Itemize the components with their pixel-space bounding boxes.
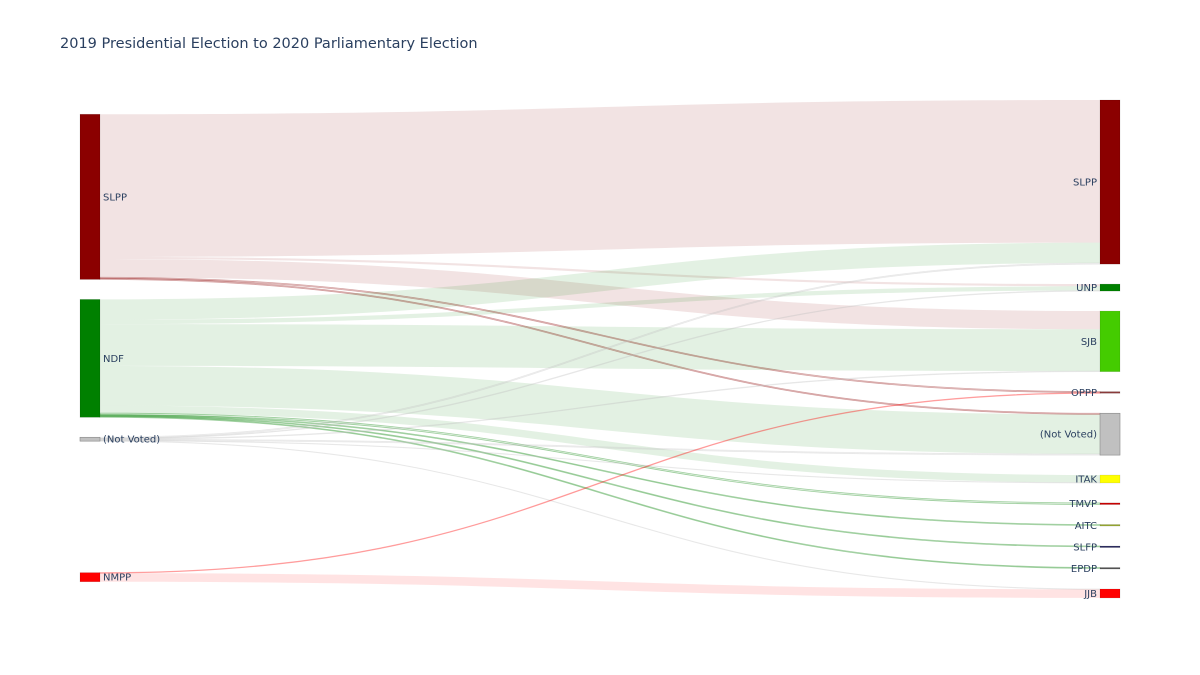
link-ndf-to-tmvp[interactable] [99,412,1101,505]
source-node-slpp[interactable] [79,113,101,280]
target-node-itak[interactable] [1099,474,1121,484]
source-node-nmpp[interactable] [79,572,101,583]
target-node-slpp[interactable] [1099,99,1121,265]
source-node-not-voted[interactable] [79,436,101,442]
link-nmpp-to-oppp[interactable] [99,392,1101,574]
link-slpp-to-unp[interactable] [100,256,1100,287]
target-node-aitc[interactable] [1099,524,1121,527]
link-ndf-to-slpp[interactable] [100,242,1100,320]
target-label-oppp: OPPP [1071,388,1097,399]
target-label-unp: UNP [1076,283,1097,294]
target-node-not-voted[interactable] [1099,412,1121,456]
target-label-slpp: SLPP [1073,178,1097,189]
link-slpp-to-sjb[interactable] [100,259,1100,330]
link-ndf-to-unp[interactable] [100,286,1100,325]
link-ndf-to-itak[interactable] [100,405,1100,483]
source-label-ndf: NDF [103,354,124,365]
link-not-voted-to-slpp[interactable] [99,262,1101,439]
link-not-voted-to-unp[interactable] [99,290,1101,440]
chart-title: 2019 Presidential Election to 2020 Parli… [60,36,478,52]
target-node-oppp[interactable] [1099,391,1121,394]
source-node-ndf[interactable] [79,299,101,418]
link-not-voted-to-itak[interactable] [99,440,1101,484]
links [99,100,1101,598]
target-node-slfp[interactable] [1099,545,1121,548]
target-node-jjb[interactable] [1099,588,1121,599]
target-label-tmvp: TMVP [1068,499,1097,510]
target-node-unp[interactable] [1099,283,1121,292]
source-label-slpp: SLPP [103,192,127,203]
target-node-tmvp[interactable] [1099,502,1121,505]
link-ndf-to-sjb[interactable] [100,324,1100,372]
target-label-slfp: SLFP [1073,542,1097,553]
target-label-epdp: EPDP [1071,564,1097,575]
link-slpp-to-slpp[interactable] [100,100,1100,257]
target-label-not-voted: (Not Voted) [1040,430,1097,441]
target-label-jjb: JJB [1083,589,1097,600]
target-node-sjb[interactable] [1099,310,1121,372]
target-label-aitc: AITC [1075,521,1097,532]
nodes: SLPP NDF (Not Voted) NMPP SLPP UNP SJB OPPP (Not… [79,99,1121,600]
target-label-itak: ITAK [1075,475,1097,486]
target-label-sjb: SJB [1081,337,1097,348]
target-node-epdp[interactable] [1099,567,1121,570]
link-ndf-to-not-voted[interactable] [100,365,1100,455]
link-nmpp-to-jjb[interactable] [100,573,1100,598]
source-label-not-voted: (Not Voted) [103,435,160,446]
source-label-nmpp: NMPP [103,573,131,584]
